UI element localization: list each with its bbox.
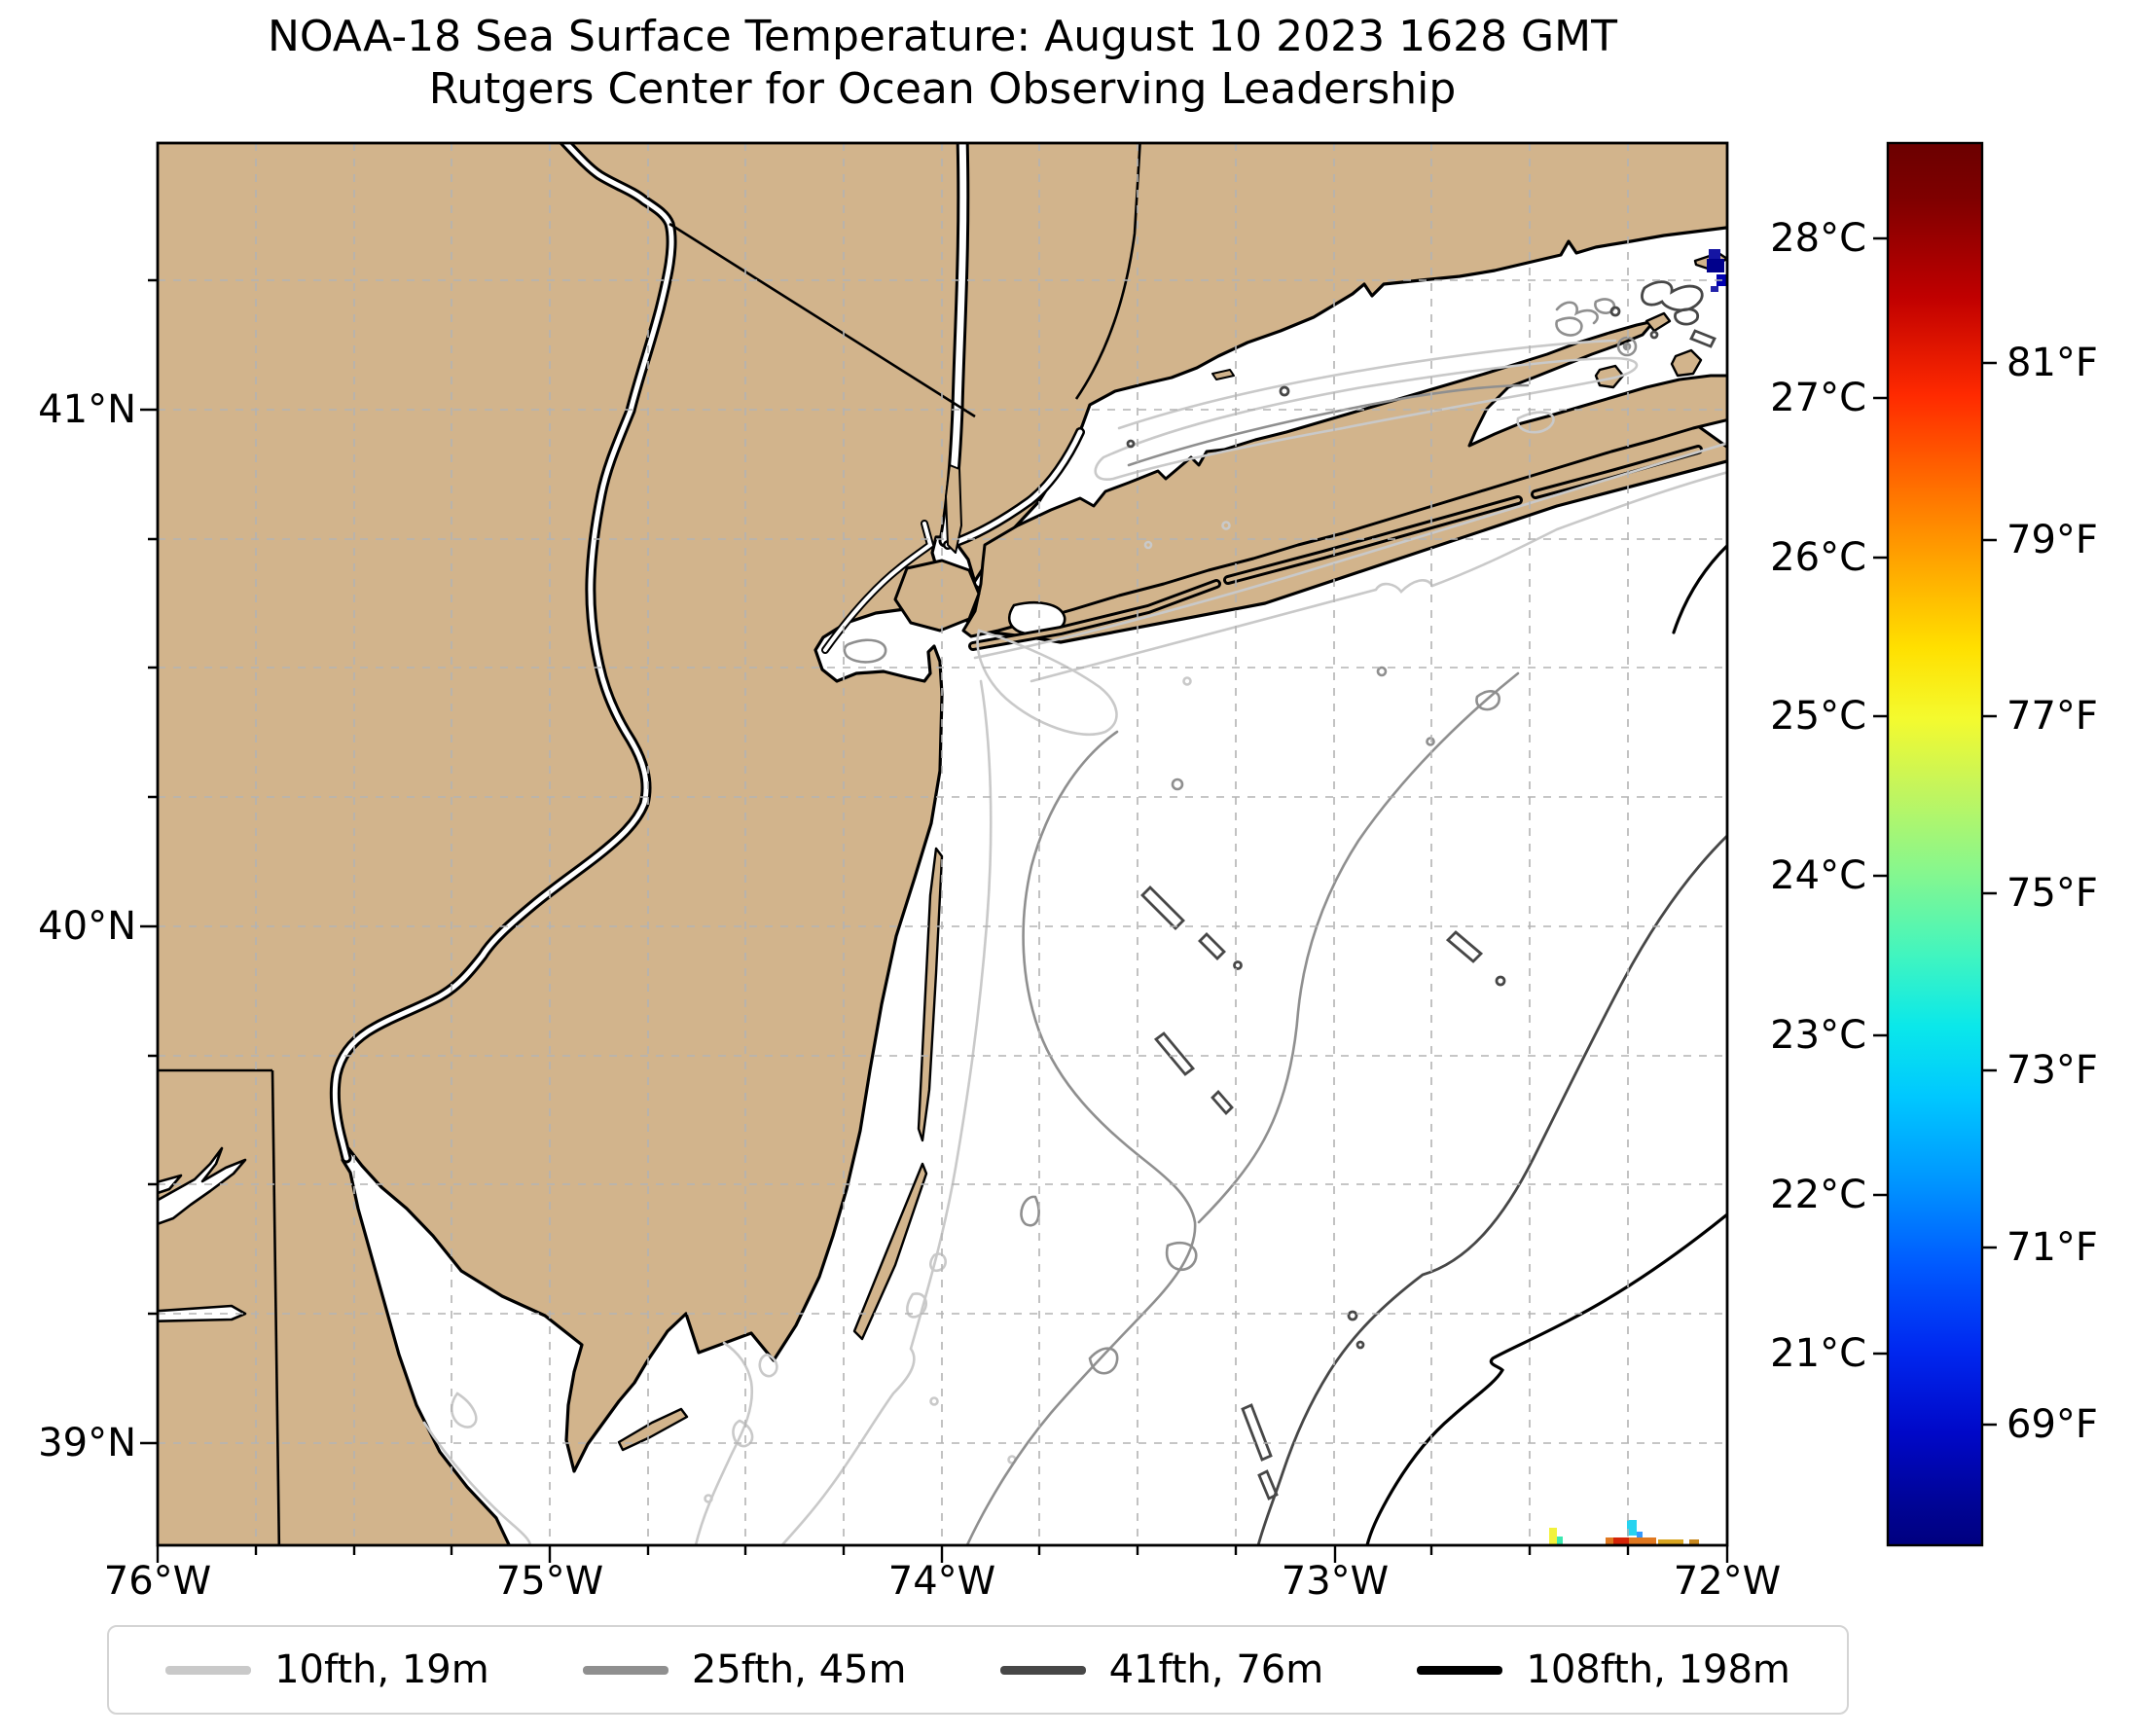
- east-river: [945, 429, 1083, 548]
- colorbar-label-77f: 77°F: [2006, 694, 2098, 739]
- state-borders: [158, 143, 1141, 1545]
- colorbar-label-71f: 71°F: [2006, 1225, 2098, 1270]
- lat-tick-label-40n: 40°N: [38, 904, 136, 949]
- staten-island: [893, 559, 981, 633]
- colorbar-label-26c: 26°C: [1770, 535, 1866, 580]
- legend-line-25fth-icon: [582, 1665, 669, 1675]
- legend-label-41fth: 41fth, 76m: [1108, 1647, 1324, 1692]
- colorbar-label-81f: 81°F: [2006, 341, 2098, 385]
- graticule: [158, 143, 1727, 1545]
- colorbar-label-79f: 79°F: [2006, 518, 2098, 562]
- colorbar: [1873, 141, 1997, 1547]
- long-island: [961, 319, 1727, 638]
- lon-tick-label-74w: 74°W: [887, 1559, 996, 1604]
- border-md-de: [271, 1069, 281, 1545]
- axis-ticks: [140, 278, 1729, 1563]
- barrier-island: [852, 1162, 928, 1341]
- legend-item-10fth: 10fth, 19m: [165, 1647, 489, 1692]
- lon-tick-label-73w: 73°W: [1281, 1559, 1390, 1604]
- plum-island: [1644, 311, 1672, 333]
- legend-label-10fth: 10fth, 19m: [274, 1647, 489, 1692]
- colorbar-label-27c: 27°C: [1770, 376, 1866, 420]
- norwalk-islands: [1211, 369, 1235, 380]
- colorbar-label-28c: 28°C: [1770, 216, 1866, 261]
- legend-line-10fth-icon: [165, 1665, 252, 1675]
- legend-label-108fth: 108fth, 198m: [1526, 1647, 1790, 1692]
- figure-title-line1: NOAA-18 Sea Surface Temperature: August …: [268, 12, 1617, 61]
- barrier-island: [617, 1407, 689, 1452]
- colorbar-gradient: [1886, 141, 1984, 1547]
- bathymetry-41fth: [1126, 280, 1727, 1545]
- bathymetry-25fth: [843, 298, 1638, 1545]
- legend-item-41fth: 41fth, 76m: [999, 1647, 1324, 1692]
- colorbar-label-23c: 23°C: [1770, 1013, 1866, 1058]
- border-ny-ct: [1074, 143, 1141, 400]
- lon-tick-label-75w: 75°W: [495, 1559, 604, 1604]
- barrier-island: [917, 847, 944, 1142]
- islands: [617, 251, 1727, 1452]
- gardiners-island: [1670, 348, 1703, 378]
- delaware-river: [332, 143, 674, 1161]
- bathymetry-108fth: [1365, 543, 1727, 1545]
- li-barrier-beaches: [968, 445, 1703, 651]
- colorbar-label-73f: 73°F: [2006, 1048, 2098, 1093]
- figure-title-line2: Rutgers Center for Ocean Observing Leade…: [428, 64, 1457, 114]
- lon-tick-label-76w: 76°W: [103, 1559, 212, 1604]
- legend-line-41fth-icon: [999, 1665, 1086, 1675]
- border-ny-nj: [669, 222, 976, 418]
- arthur-kill: [823, 522, 933, 652]
- colorbar-label-69f: 69°F: [2006, 1402, 2098, 1447]
- legend-line-108fth-icon: [1417, 1665, 1503, 1675]
- colorbar-label-22c: 22°C: [1770, 1173, 1866, 1217]
- lon-tick-label-72w: 72°W: [1673, 1559, 1782, 1604]
- legend-item-108fth: 108fth, 198m: [1417, 1647, 1790, 1692]
- colorbar-label-24c: 24°C: [1770, 853, 1866, 898]
- lat-tick-label-41n: 41°N: [38, 387, 136, 432]
- colorbar-ticks: [1873, 236, 1997, 1427]
- map-plot: [140, 141, 1729, 1563]
- lat-tick-label-39n: 39°N: [38, 1421, 136, 1465]
- colorbar-label-21c: 21°C: [1770, 1331, 1866, 1376]
- shelter-island: [1594, 364, 1625, 389]
- bathymetry-legend: 10fth, 19m 25fth, 45m 41fth, 76m 108fth,…: [107, 1625, 1849, 1715]
- manhattan: [945, 464, 962, 554]
- colorbar-label-25c: 25°C: [1770, 694, 1866, 739]
- legend-label-25fth: 25fth, 45m: [691, 1647, 907, 1692]
- legend-item-25fth: 25fth, 45m: [582, 1647, 907, 1692]
- colorbar-label-75f: 75°F: [2006, 871, 2098, 916]
